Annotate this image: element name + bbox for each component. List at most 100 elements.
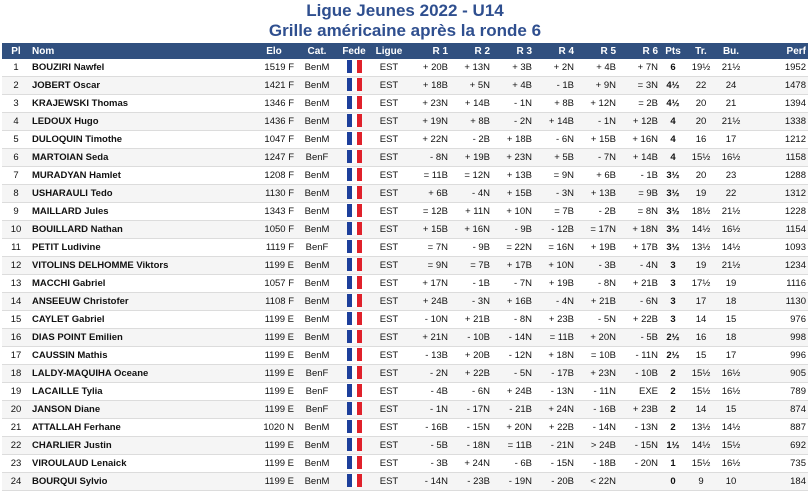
france-flag-icon	[346, 437, 362, 451]
pl-cell: 16	[2, 328, 30, 347]
round-5-result: + 20N	[576, 328, 618, 347]
table-row: 11 PETIT Ludivine 1119 F BenF EST = 7N - 9B = 2…	[2, 238, 808, 257]
page-subtitle: Grille américaine après la ronde 6	[268, 21, 542, 40]
tiebreak-bu-cell: 10	[716, 472, 746, 491]
pl-cell: 2	[2, 76, 30, 95]
tiebreak-bu-cell: 16½	[716, 220, 746, 239]
round-5-result: - 16B	[576, 400, 618, 419]
round-6-result: - 15N	[618, 436, 660, 455]
elo-cell: 1199 E	[252, 400, 296, 419]
col-header-perf[interactable]: Perf	[786, 45, 806, 57]
player-name: CHARLIER Justin	[30, 436, 252, 455]
col-header-r4[interactable]: R 4	[558, 45, 574, 57]
ligue-cell: EST	[370, 94, 408, 113]
perf-cell: 1288	[746, 166, 808, 185]
player-name: LALDY-MAQUIHA Oceane	[30, 364, 252, 383]
col-header-elo[interactable]: Elo	[266, 45, 282, 57]
round-6-result: + 21B	[618, 274, 660, 293]
perf-cell: 1154	[746, 220, 808, 239]
player-name: CAYLET Gabriel	[30, 310, 252, 329]
col-header-pl[interactable]: Pl	[11, 45, 21, 57]
round-5-result: + 13B	[576, 184, 618, 203]
col-header-cat[interactable]: Cat.	[307, 45, 327, 57]
france-flag-icon	[346, 113, 362, 127]
col-header-r6[interactable]: R 6	[642, 45, 658, 57]
round-6-result: + 16N	[618, 130, 660, 149]
round-6-result: + 12B	[618, 112, 660, 131]
round-1-result: - 8N	[408, 148, 450, 167]
ligue-cell: EST	[370, 382, 408, 401]
table-row: 14 ANSEEUW Christofer 1108 F BenM EST + 24B - …	[2, 292, 808, 311]
tiebreak-bu-cell: 16½	[716, 382, 746, 401]
category-cell: BenM	[296, 418, 338, 437]
perf-cell: 1212	[746, 130, 808, 149]
ligue-cell: EST	[370, 454, 408, 473]
round-1-result: = 9N	[408, 256, 450, 275]
ligue-cell: EST	[370, 346, 408, 365]
player-name: DIAS POINT Emilien	[30, 328, 252, 347]
ligue-cell: EST	[370, 274, 408, 293]
category-cell: BenF	[296, 400, 338, 419]
category-cell: BenM	[296, 166, 338, 185]
france-flag-icon	[346, 455, 362, 469]
tiebreak-bu-cell: 22	[716, 184, 746, 203]
ligue-cell: EST	[370, 148, 408, 167]
round-2-result: - 4N	[450, 184, 492, 203]
round-3-result: - 6B	[492, 454, 534, 473]
ligue-cell: EST	[370, 328, 408, 347]
round-6-result: - 5B	[618, 328, 660, 347]
pl-cell: 13	[2, 274, 30, 293]
tiebreak-tr-cell: 16	[686, 130, 716, 149]
category-cell: BenM	[296, 274, 338, 293]
points-cell: 2½	[660, 346, 686, 365]
points-cell: 3	[660, 292, 686, 311]
round-4-result: - 13N	[534, 382, 576, 401]
round-5-result: - 3B	[576, 256, 618, 275]
round-4-result: - 20B	[534, 472, 576, 491]
pl-cell: 21	[2, 418, 30, 437]
pl-cell: 6	[2, 148, 30, 167]
tiebreak-bu-cell: 18	[716, 292, 746, 311]
elo-cell: 1057 F	[252, 274, 296, 293]
category-cell: BenM	[296, 112, 338, 131]
col-header-r1[interactable]: R 1	[432, 45, 448, 57]
fede-cell	[338, 184, 370, 203]
round-3-result: + 4B	[492, 76, 534, 95]
round-6-result: = 2B	[618, 94, 660, 113]
col-header-pts[interactable]: Pts	[665, 45, 681, 57]
round-5-result: + 4B	[576, 59, 618, 77]
elo-cell: 1343 F	[252, 202, 296, 221]
elo-cell: 1208 F	[252, 166, 296, 185]
round-4-result: - 12B	[534, 220, 576, 239]
col-header-r2[interactable]: R 2	[474, 45, 490, 57]
col-header-r5[interactable]: R 5	[600, 45, 616, 57]
pl-cell: 17	[2, 346, 30, 365]
player-name: USHARAULI Tedo	[30, 184, 252, 203]
col-header-bu[interactable]: Bu.	[722, 45, 740, 57]
points-cell: 2	[660, 418, 686, 437]
ligue-cell: EST	[370, 292, 408, 311]
perf-cell: 998	[746, 328, 808, 347]
fede-cell	[338, 94, 370, 113]
table-row: 8 USHARAULI Tedo 1130 F BenM EST + 6B - 4N + 15…	[2, 184, 808, 203]
table-row: 7 MURADYAN Hamlet 1208 F BenM EST = 11B = 12N +…	[2, 166, 808, 185]
category-cell: BenM	[296, 472, 338, 491]
round-6-result: + 23B	[618, 400, 660, 419]
col-header-ligue[interactable]: Ligue	[375, 45, 403, 57]
tiebreak-tr-cell: 19	[686, 184, 716, 203]
points-cell: 3½	[660, 202, 686, 221]
fede-cell	[338, 130, 370, 149]
fede-cell	[338, 364, 370, 383]
tiebreak-bu-cell: 15	[716, 400, 746, 419]
points-cell: 2	[660, 400, 686, 419]
col-header-tr[interactable]: Tr.	[695, 45, 707, 57]
col-header-fede[interactable]: Fede	[342, 45, 366, 57]
col-header-nom[interactable]: Nom	[32, 45, 55, 57]
col-header-r3[interactable]: R 3	[516, 45, 532, 57]
player-name: MAILLARD Jules	[30, 202, 252, 221]
player-name: ANSEEUW Christofer	[30, 292, 252, 311]
ligue-cell: EST	[370, 472, 408, 491]
round-6-result: - 4N	[618, 256, 660, 275]
round-6-result: + 7N	[618, 59, 660, 77]
category-cell: BenM	[296, 256, 338, 275]
